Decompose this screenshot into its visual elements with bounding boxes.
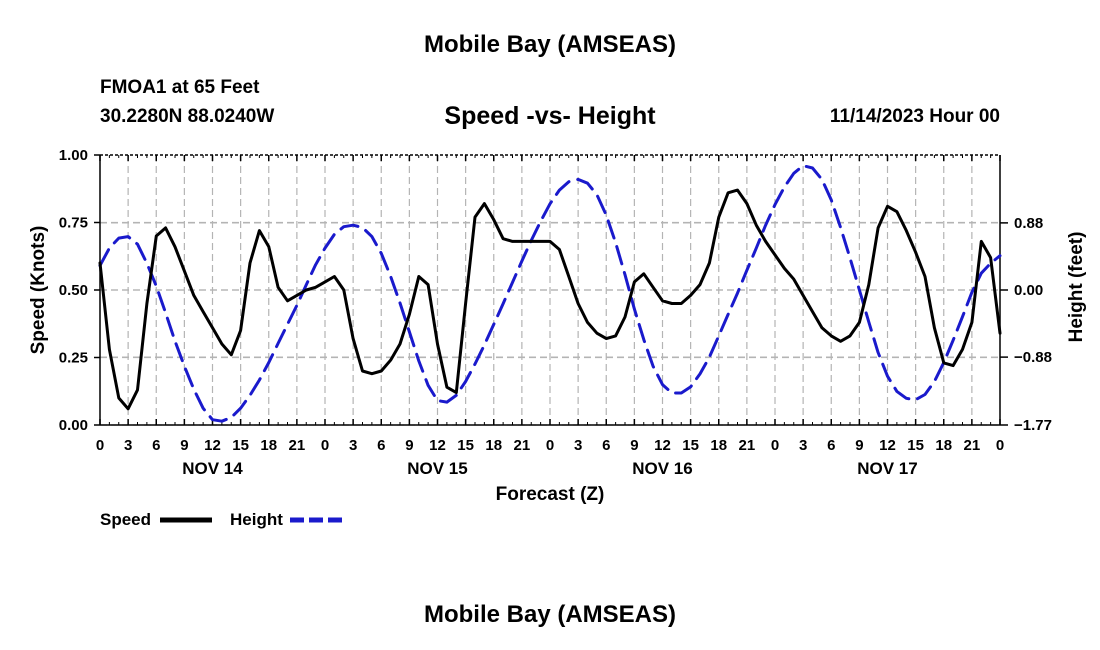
series-line-speed [98, 188, 1002, 411]
axis-ticks [94, 154, 1008, 426]
x-tick-label: 15 [232, 437, 249, 454]
y-tick-label: 1.00 [59, 147, 88, 164]
y-axis-label: Speed (Knots) [28, 226, 49, 355]
x-tick-label: 6 [377, 437, 385, 454]
y2-tick-label: −0.88 [1014, 349, 1052, 366]
day-label: NOV 15 [407, 459, 467, 478]
x-tick-label: 21 [514, 437, 531, 454]
day-label: NOV 16 [632, 459, 692, 478]
x-tick-label: 18 [710, 437, 727, 454]
x-tick-label: 12 [429, 437, 446, 454]
x-tick-label: 15 [907, 437, 924, 454]
chart-main-title: Mobile Bay (AMSEAS) [423, 31, 677, 58]
y-tick-label: 0.75 [59, 215, 88, 232]
grid-lines [100, 155, 1000, 426]
x-tick-label: 12 [204, 437, 221, 454]
x-tick-label: 9 [630, 437, 638, 454]
y2-tick-label: 0.00 [1014, 282, 1043, 299]
x-tick-label: 12 [879, 437, 896, 454]
x-tick-label: 0 [321, 437, 329, 454]
x-tick-label: 15 [457, 437, 474, 454]
x-tick-label: 6 [602, 437, 610, 454]
series-layer [98, 164, 1002, 423]
x-tick-label: 18 [260, 437, 277, 454]
station-coordinates: 30.2280N 88.0240W [100, 106, 275, 127]
x-tick-label: 0 [771, 437, 779, 454]
x-tick-label: 6 [152, 437, 160, 454]
x-tick-label: 9 [180, 437, 188, 454]
day-label: NOV 17 [857, 459, 917, 478]
x-tick-label: 6 [827, 437, 835, 454]
bottom-title: Mobile Bay (AMSEAS) [423, 601, 677, 628]
x-tick-label: 0 [546, 437, 554, 454]
x-tick-label: 0 [996, 437, 1004, 454]
legend-label-speed: Speed [100, 510, 151, 529]
x-tick-label: 3 [799, 437, 807, 454]
y-tick-label: 0.50 [59, 282, 88, 299]
legend-label-height: Height [230, 510, 283, 529]
chart-title: Speed -vs- Height [444, 102, 656, 130]
x-tick-label: 9 [855, 437, 863, 454]
y-tick-label: 0.25 [59, 350, 88, 367]
x-tick-label: 21 [964, 437, 981, 454]
y2-axis-label: Height (feet) [1066, 232, 1087, 343]
y-tick-label: 0.00 [59, 417, 88, 434]
x-tick-label: 21 [289, 437, 306, 454]
x-tick-label: 21 [739, 437, 756, 454]
x-tick-label: 0 [96, 437, 104, 454]
station-name: FMOA1 at 65 Feet [100, 77, 260, 98]
day-label: NOV 14 [182, 459, 243, 478]
x-tick-label: 3 [124, 437, 132, 454]
x-tick-label: 18 [485, 437, 502, 454]
x-axis-label: Forecast (Z) [496, 484, 605, 505]
x-tick-label: 9 [405, 437, 413, 454]
x-tick-label: 12 [654, 437, 671, 454]
y2-tick-label: 0.88 [1014, 215, 1043, 232]
x-tick-label: 18 [935, 437, 952, 454]
x-tick-label: 3 [574, 437, 582, 454]
y2-tick-label: −1.77 [1014, 417, 1052, 434]
x-tick-label: 3 [349, 437, 357, 454]
series-line-height [98, 164, 1002, 423]
forecast-run-time: 11/14/2023 Hour 00 [829, 106, 1000, 127]
x-tick-label: 15 [682, 437, 699, 454]
axis-labels: 0 3 6 9 12 15 18 21 0 3 6 9 12 15 18 21 0 3 6 9 12 15 18 21 0 3 6 9… [59, 147, 1052, 478]
legend: Speed Height [100, 510, 344, 529]
